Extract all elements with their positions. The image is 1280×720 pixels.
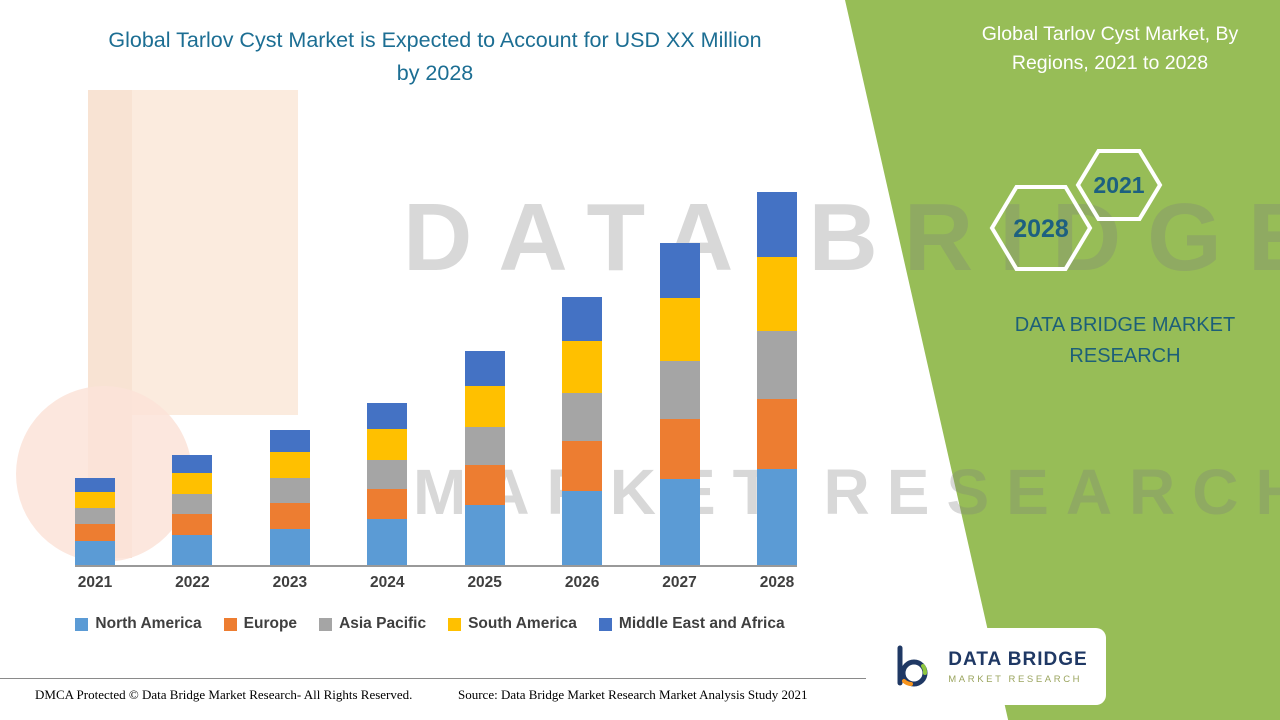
footer-divider bbox=[0, 678, 866, 679]
bar-segment-2026 bbox=[562, 297, 603, 341]
bar-segment-2022 bbox=[172, 473, 213, 494]
legend-item: South America bbox=[448, 615, 577, 633]
hexagon-year-badges: 2028 2021 bbox=[989, 149, 1163, 271]
x-axis-label: 2025 bbox=[467, 574, 502, 591]
bar-2028 bbox=[756, 192, 797, 565]
bar-segment-2021 bbox=[75, 524, 115, 541]
legend-item: Asia Pacific bbox=[319, 615, 426, 633]
bar-segment-2025 bbox=[464, 505, 505, 565]
bar-segment-2022 bbox=[172, 514, 213, 535]
bar-segment-2027 bbox=[659, 361, 700, 419]
chart-title: Global Tarlov Cyst Market is Expected to… bbox=[108, 28, 762, 86]
bar-segment-2023 bbox=[269, 452, 310, 478]
bar-2026 bbox=[562, 297, 603, 565]
background-logo-decoration-square bbox=[132, 90, 298, 415]
plot-area bbox=[75, 165, 797, 567]
panel-heading: Global Tarlov Cyst Market, By Regions, 2… bbox=[981, 23, 1239, 75]
chart-legend: North America Europe Asia Pacific South Ame… bbox=[0, 615, 860, 633]
legend-swatch bbox=[223, 617, 237, 631]
x-axis-labels: 2021 2022 2023 2024 2025 2026 2027 2028 bbox=[75, 574, 797, 592]
data-bridge-logo-icon bbox=[897, 645, 928, 686]
legend-label: Asia Pacific bbox=[339, 615, 427, 632]
logo-subtitle: MARKET RESEARCH bbox=[948, 673, 1083, 685]
bar-segment-2027 bbox=[659, 419, 700, 479]
legend-swatch bbox=[598, 617, 612, 631]
bar-segment-2025 bbox=[464, 351, 505, 386]
bar-segment-2028 bbox=[756, 192, 797, 257]
bar-2025 bbox=[464, 351, 505, 565]
bar-segment-2025 bbox=[464, 386, 505, 427]
bar-segment-2026 bbox=[562, 441, 603, 491]
bar-segment-2026 bbox=[562, 341, 603, 393]
hexagon-2028-label: 2028 bbox=[1013, 215, 1069, 243]
bar-segment-2027 bbox=[659, 243, 700, 298]
bar-2027 bbox=[659, 243, 700, 565]
hexagon-2021-label: 2021 bbox=[1093, 172, 1144, 198]
bar-segment-2024 bbox=[367, 489, 408, 519]
bar-segment-2028 bbox=[756, 469, 797, 565]
bar-segment-2025 bbox=[464, 427, 505, 465]
x-axis-label: 2027 bbox=[662, 574, 697, 591]
bar-segment-2026 bbox=[562, 393, 603, 441]
x-axis-label: 2024 bbox=[370, 574, 405, 591]
x-axis-label: 2022 bbox=[175, 574, 210, 591]
bar-segment-2023 bbox=[269, 430, 310, 452]
bar-segment-2026 bbox=[562, 491, 603, 565]
hexagon-2028-outline bbox=[989, 185, 1093, 271]
bar-2023 bbox=[269, 430, 310, 565]
bar-segment-2028 bbox=[756, 257, 797, 331]
x-axis-label: 2028 bbox=[759, 574, 795, 591]
bar-segment-2021 bbox=[75, 541, 115, 565]
legend-label: Middle East and Africa bbox=[618, 615, 785, 632]
bar-segment-2021 bbox=[75, 478, 115, 492]
bar-2022 bbox=[172, 455, 213, 565]
bar-segment-2023 bbox=[269, 478, 310, 503]
legend-item: Middle East and Africa bbox=[598, 615, 785, 633]
panel-brand-text: DATA BRIDGE MARKET RESEARCH bbox=[1014, 314, 1236, 367]
legend-swatch bbox=[319, 617, 333, 631]
legend-label: Europe bbox=[243, 615, 298, 632]
legend-item: North America bbox=[75, 615, 202, 633]
bar-2021 bbox=[75, 478, 115, 565]
bar-segment-2023 bbox=[269, 529, 310, 565]
footer-source-text: Source: Data Bridge Market Research Mark… bbox=[458, 687, 808, 702]
legend-swatch bbox=[448, 617, 462, 631]
watermark-line2: MARKET RESEARCH bbox=[413, 456, 1280, 528]
bar-segment-2024 bbox=[367, 429, 408, 460]
bar-segment-2021 bbox=[75, 508, 115, 524]
x-axis-label: 2021 bbox=[77, 574, 113, 591]
bar-segment-2021 bbox=[75, 492, 115, 508]
legend-label: South America bbox=[468, 615, 577, 632]
bar-segment-2022 bbox=[172, 535, 213, 565]
bar-segment-2023 bbox=[269, 503, 310, 529]
bar-segment-2028 bbox=[756, 399, 797, 469]
bar-segment-2024 bbox=[367, 519, 408, 565]
bar-segment-2024 bbox=[367, 403, 408, 429]
x-axis-label: 2023 bbox=[272, 574, 308, 591]
bar-segment-2025 bbox=[464, 465, 505, 505]
bar-2024 bbox=[367, 403, 408, 565]
hexagon-2021-outline bbox=[1075, 149, 1163, 221]
bar-segment-2022 bbox=[172, 494, 213, 514]
legend-item: Europe bbox=[223, 615, 298, 633]
legend-swatch bbox=[75, 617, 89, 631]
x-axis-label: 2026 bbox=[564, 574, 600, 591]
bar-segment-2024 bbox=[367, 460, 408, 489]
footer-dmca-text: DMCA Protected © Data Bridge Market Rese… bbox=[35, 687, 413, 702]
logo-wordmark: DATA BRIDGE bbox=[948, 648, 1088, 670]
brand-logo-card: DATA BRIDGE MARKET RESEARCH bbox=[872, 628, 1106, 705]
legend-label: North America bbox=[95, 615, 202, 632]
bar-segment-2027 bbox=[659, 298, 700, 361]
watermark-line1: DATA BRIDGE bbox=[403, 184, 1280, 291]
bar-segment-2027 bbox=[659, 479, 700, 565]
bar-segment-2028 bbox=[756, 331, 797, 399]
bar-segment-2022 bbox=[172, 455, 213, 473]
